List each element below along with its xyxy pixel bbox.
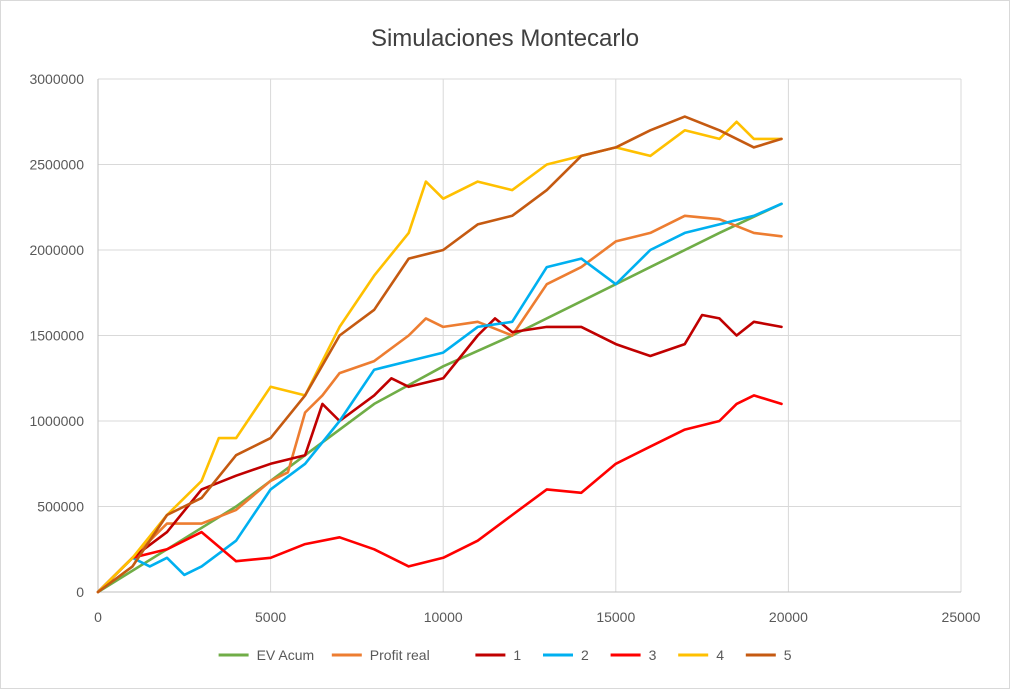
legend-label: 2 bbox=[581, 647, 589, 663]
axes: 0 500000 1000000 1500000 2000000 2500000 30000… bbox=[29, 71, 980, 625]
legend-label: Profit real bbox=[370, 647, 430, 663]
x-tick-label: 10000 bbox=[424, 609, 463, 625]
chart-title: Simulaciones Montecarlo bbox=[371, 25, 639, 52]
series-line-profit-real bbox=[96, 214, 783, 594]
legend-item: Profit real bbox=[331, 647, 430, 663]
y-tick-label: 1000000 bbox=[29, 413, 84, 429]
series-line-2 bbox=[96, 202, 783, 594]
legend: EV Acum Profit real 1 2 3 4 5 bbox=[218, 647, 792, 663]
x-tick-label: 5000 bbox=[255, 609, 286, 625]
legend-item: 2 bbox=[543, 647, 589, 663]
x-tick-label: 15000 bbox=[596, 609, 635, 625]
y-tick-label: 2500000 bbox=[29, 157, 84, 173]
y-tick-label: 3000000 bbox=[29, 71, 84, 87]
x-tick-label: 25000 bbox=[942, 609, 981, 625]
legend-label: 3 bbox=[649, 647, 657, 663]
legend-label: 5 bbox=[784, 647, 792, 663]
series-line-5 bbox=[96, 115, 783, 594]
x-tick-label: 20000 bbox=[769, 609, 808, 625]
y-tick-label: 1500000 bbox=[29, 328, 84, 344]
series-line-4 bbox=[96, 120, 783, 594]
y-tick-label: 500000 bbox=[37, 499, 84, 515]
series-line-ev-acum bbox=[96, 202, 783, 594]
legend-item: 4 bbox=[678, 647, 724, 663]
legend-label: EV Acum bbox=[257, 647, 315, 663]
gridlines bbox=[98, 78, 962, 592]
legend-item: 1 bbox=[475, 647, 521, 663]
legend-item: EV Acum bbox=[218, 647, 315, 663]
x-tick-label: 0 bbox=[94, 609, 102, 625]
legend-label: 4 bbox=[716, 647, 724, 663]
legend-label: 1 bbox=[513, 647, 521, 663]
series-line-3 bbox=[96, 394, 783, 594]
series-line-1 bbox=[96, 313, 783, 594]
legend-item: 5 bbox=[745, 647, 792, 663]
legend-item: 3 bbox=[610, 647, 657, 663]
series-lines bbox=[96, 115, 783, 594]
y-tick-label: 2000000 bbox=[29, 242, 84, 258]
y-tick-label: 0 bbox=[76, 584, 84, 600]
